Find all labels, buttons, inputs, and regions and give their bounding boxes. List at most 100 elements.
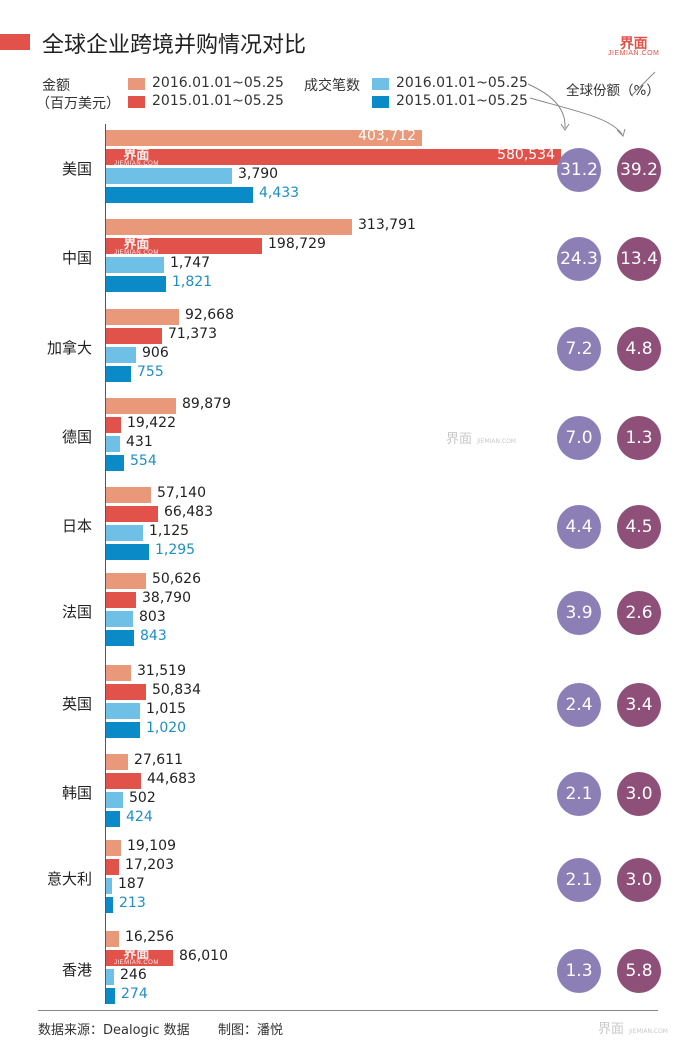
value-label-amount-2015: 38,790 [142,590,191,606]
value-label-count-2016: 1,747 [170,255,211,271]
bar-count-2015 [106,630,134,646]
bar-count-2016 [106,436,120,452]
bar-amount-2016 [106,130,422,146]
arrowhead-2015 [616,128,626,137]
bar-watermark-logo: 界面 JIEMIAN.COM [114,947,159,966]
data-source: 数据来源：Dealogic 数据 [38,1023,190,1038]
bar-count-2016 [106,703,140,719]
amount-legend-label: 金额 [42,78,70,94]
value-label-count-2016: 1,015 [146,701,187,717]
bar-watermark-subtext: JIEMIAN.COM [114,161,159,167]
bar-amount-2016 [106,309,179,325]
bar-count-2016 [106,257,164,273]
bar-watermark-subtext: JIEMIAN.COM [114,960,159,966]
share-2016-circle: 4.4 [557,505,601,549]
country-label: 法国 [61,603,92,621]
bar-count-2016 [106,792,123,808]
chart-title: 全球企业跨境并购情况对比 [42,33,307,58]
bar-count-2016 [106,525,143,541]
bar-amount-2015 [106,238,262,254]
country-label: 中国 [61,249,92,267]
value-label-count-2016: 431 [126,434,153,450]
count-legend-label: 成交笔数 [304,78,360,94]
legend-amount-2016: 2016.01.01~05.25 [152,75,284,91]
watermark-logo: 界面 JIEMIAN.COM [446,428,516,447]
value-label-amount-2015: 71,373 [168,326,217,342]
footer-rule [38,1010,658,1011]
share-2016-circle: 2.1 [557,858,601,902]
value-label-amount-2016: 313,791 [358,217,416,233]
bar-count-2016 [106,969,114,985]
bar-count-2015 [106,811,120,827]
bar-amount-2015 [106,859,119,875]
bar-count-2015 [106,897,113,913]
legend-swatch-amount-2016 [128,78,145,90]
value-label-amount-2016: 92,668 [185,307,234,323]
country-label: 日本 [61,517,92,535]
value-label-amount-2016: 16,256 [125,929,174,945]
bar-amount-2015 [106,506,158,522]
value-label-count-2015: 1,821 [172,274,213,290]
footer-logo: 界面 JIEMIAN.COM [598,1018,668,1037]
value-label-amount-2016: 50,626 [152,571,201,587]
bar-amount-2015 [106,328,162,344]
bar-count-2016 [106,878,112,894]
share-2016-circle: 3.9 [557,591,601,635]
value-label-count-2016: 3,790 [238,166,279,182]
legend-amount-2015: 2015.01.01~05.25 [152,93,284,109]
bar-amount-2016 [106,931,119,947]
share-2015-circle: 3.4 [617,683,661,727]
bar-count-2015 [106,366,131,382]
share-2015-circle: 3.0 [617,858,661,902]
value-label-amount-2016: 31,519 [137,663,186,679]
value-label-count-2016: 906 [142,345,169,361]
bar-count-2016 [106,611,133,627]
value-label-count-2015: 274 [121,986,148,1002]
legend-swatch-amount-2015 [128,96,145,108]
bar-watermark-subtext: JIEMIAN.COM [114,250,159,256]
y-axis-line [105,124,106,1004]
share-2016-circle: 7.2 [557,327,601,371]
bar-watermark-text: 界面 [123,236,150,251]
value-label-amount-2016: 403,712 [358,128,416,144]
value-label-count-2015: 4,433 [259,185,300,201]
value-label-count-2015: 1,020 [146,720,187,736]
footer-logo-text: 界面 [598,1022,625,1037]
country-label: 美国 [61,160,92,178]
share-2015-circle: 3.0 [617,772,661,816]
bar-amount-2015 [106,950,173,966]
value-label-count-2016: 803 [139,609,166,625]
value-label-amount-2015: 580,534 [497,147,555,163]
value-label-amount-2015: 17,203 [125,857,174,873]
watermark-subtext: JIEMIAN.COM [477,438,516,445]
bar-watermark-text: 界面 [123,147,150,162]
bar-amount-2015 [106,773,141,789]
bar-amount-2015 [106,684,146,700]
share-2016-circle: 24.3 [557,237,601,281]
value-label-count-2015: 424 [126,809,153,825]
bar-amount-2016 [106,665,131,681]
share-2015-circle: 4.5 [617,505,661,549]
footer-logo-subtext: JIEMIAN.COM [629,1028,668,1035]
value-label-count-2015: 755 [137,364,164,380]
bar-amount-2016 [106,398,176,414]
legend-swatch-count-2015 [372,96,389,108]
jiemian-logo: 界面 JIEMIAN.COM [608,36,659,57]
country-label: 韩国 [61,784,92,802]
value-label-amount-2015: 44,683 [147,771,196,787]
value-label-count-2015: 213 [119,895,146,911]
logo-subtext: JIEMIAN.COM [608,50,660,57]
value-label-amount-2015: 86,010 [179,948,228,964]
value-label-amount-2016: 57,140 [157,485,206,501]
country-label: 香港 [61,961,92,979]
bar-count-2015 [106,722,140,738]
arrowhead-2016 [560,123,570,131]
bar-count-2015 [106,187,253,203]
value-label-count-2016: 502 [129,790,156,806]
arrow-2016 [527,83,566,129]
bar-amount-2015 [106,417,121,433]
value-label-amount-2015: 19,422 [127,415,176,431]
watermark-text: 界面 [446,432,473,447]
bar-count-2016 [106,347,136,363]
country-label: 意大利 [46,870,92,888]
